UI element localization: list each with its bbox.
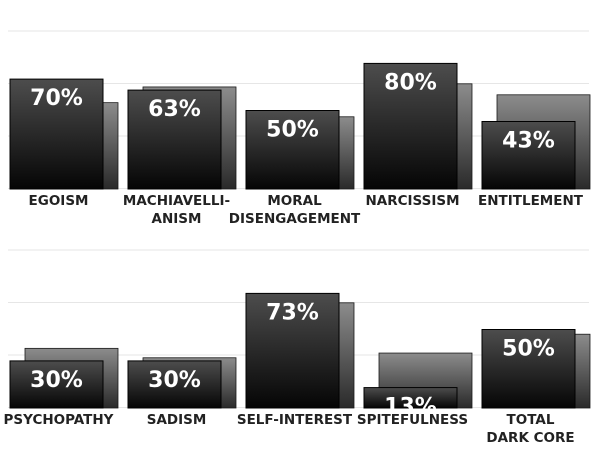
category-group: 80% NARCISSISM (363, 62, 473, 209)
value-bar (481, 329, 576, 409)
category-label: SADISM (147, 412, 207, 428)
value-bar (363, 387, 458, 409)
value-bar (363, 62, 458, 190)
value-label: 63% (148, 97, 201, 122)
value-bar (9, 78, 104, 190)
value-label: 50% (502, 337, 555, 362)
category-group: 63% MACHIAVELLI-ANISM (123, 86, 237, 227)
category-group: 50% MORAL DISENGAGEMENT (229, 110, 361, 227)
value-bar (245, 292, 340, 409)
category-group: 70% EGOISM (9, 78, 119, 209)
category-group: 50% TOTAL DARK CORE (481, 329, 591, 446)
value-bar (127, 89, 222, 190)
value-bar (245, 110, 340, 190)
category-label: ENTITLEMENT (478, 193, 584, 209)
value-label: 50% (266, 118, 319, 143)
value-label: 13% (384, 395, 437, 420)
value-label: 80% (384, 70, 437, 95)
value-bar (9, 360, 104, 409)
category-label: PSYCHOPATHY (4, 412, 114, 428)
value-bar (127, 360, 222, 409)
category-label: MORAL DISENGAGEMENT (229, 193, 361, 227)
value-label: 70% (30, 86, 83, 111)
chart-panel-2: 30%PSYCHOPATHY30%SADISM73%SELF-INTEREST1… (4, 249, 591, 446)
value-label: 43% (502, 128, 555, 153)
category-label: EGOISM (29, 193, 89, 209)
category-label: SELF-INTEREST (237, 412, 353, 428)
category-label: NARCISSISM (365, 193, 459, 209)
category-label: TOTAL DARK CORE (486, 412, 574, 446)
value-bar (481, 120, 576, 190)
category-label: SPITEFULNESS (357, 412, 468, 428)
category-group: 73% SELF-INTEREST (237, 292, 355, 428)
value-label: 30% (148, 368, 201, 393)
category-group: 43% ENTITLEMENT (478, 94, 591, 209)
category-group: 30% PSYCHOPATHY (4, 347, 119, 428)
category-group: 13%SPITEFULNESS (357, 352, 473, 428)
chart-panel-1: 70% EGOISM 63% MACHIAVELLI-ANISM 50% MORAL DIS… (8, 30, 591, 227)
value-label: 73% (266, 300, 319, 325)
value-label: 30% (30, 368, 83, 393)
category-group: 30% SADISM (127, 357, 237, 428)
category-label: MACHIAVELLI-ANISM (123, 193, 230, 227)
